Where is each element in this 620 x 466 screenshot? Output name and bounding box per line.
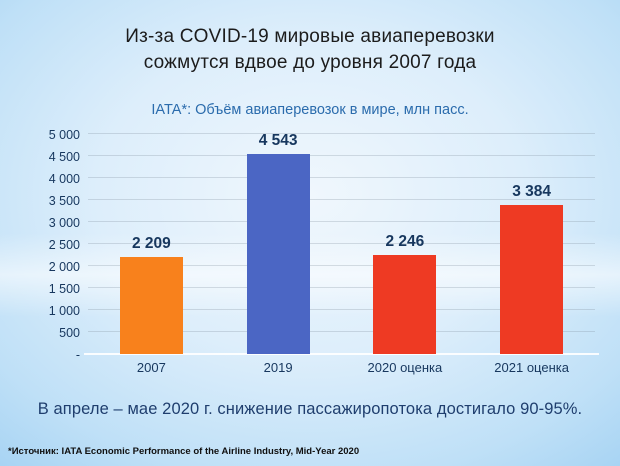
slide-title-line1: Из-за COVID-19 мировые авиаперевозки [125, 26, 495, 47]
bar-value-label: 2 209 [131, 234, 171, 252]
gridline [88, 221, 595, 222]
y-tick-label: 1 500 [48, 282, 80, 296]
x-axis: 2007 2019 2020 оценка 2021 оценка [88, 360, 595, 380]
gridline [88, 243, 595, 244]
y-tick-label: 1 000 [48, 304, 80, 318]
x-tick-label: 2021 оценка [494, 360, 569, 375]
bar-2021 оценка [500, 205, 564, 354]
gridline [88, 199, 595, 200]
x-tick-label: 2019 [263, 360, 293, 375]
gridline [88, 133, 595, 134]
y-tick-label: - [75, 348, 80, 362]
bar-2007 [119, 256, 183, 354]
x-tick-label: 2007 [136, 360, 166, 375]
y-tick-label: 500 [59, 326, 80, 340]
y-tick-label: 2 500 [48, 238, 80, 252]
y-tick-label: 4 000 [48, 172, 80, 186]
gridline [88, 287, 595, 288]
chart-subtitle: IATA*: Объём авиаперевозок в мире, млн п… [151, 102, 469, 118]
bar-value-label: 4 543 [258, 132, 298, 150]
gridline [88, 265, 595, 266]
y-tick-label: 4 500 [48, 150, 80, 164]
gridline [88, 331, 595, 332]
bar-2020 оценка [373, 255, 437, 354]
x-axis-line [84, 353, 599, 355]
bar-value-label: 3 384 [512, 183, 552, 201]
slide-title-line2: сожмутся вдвое до уровня 2007 года [143, 52, 477, 73]
bar-2019 [246, 154, 310, 354]
gridline [88, 155, 595, 156]
y-tick-label: 2 000 [48, 260, 80, 274]
y-axis: - 500 1 000 1 500 2 000 2 500 3 000 3 500 4 000 4… [0, 128, 80, 362]
bar-value-label: 2 246 [385, 233, 425, 251]
y-tick-label: 3 500 [48, 194, 80, 208]
gridline [88, 177, 595, 178]
source-footnote: *Источник: IATA Economic Performance of … [8, 446, 360, 457]
gridline [88, 309, 595, 310]
plot-area: 2 209 4 543 2 246 3 384 [84, 132, 599, 355]
x-tick-label: 2020 оценка [367, 360, 443, 375]
y-tick-label: 5 000 [48, 128, 80, 142]
statement-text: В апреле – мае 2020 г. снижение пассажир… [37, 400, 583, 418]
slide-title: Из-за COVID-19 мировые авиаперевозки сож… [0, 24, 620, 76]
y-tick-label: 3 000 [48, 216, 80, 230]
